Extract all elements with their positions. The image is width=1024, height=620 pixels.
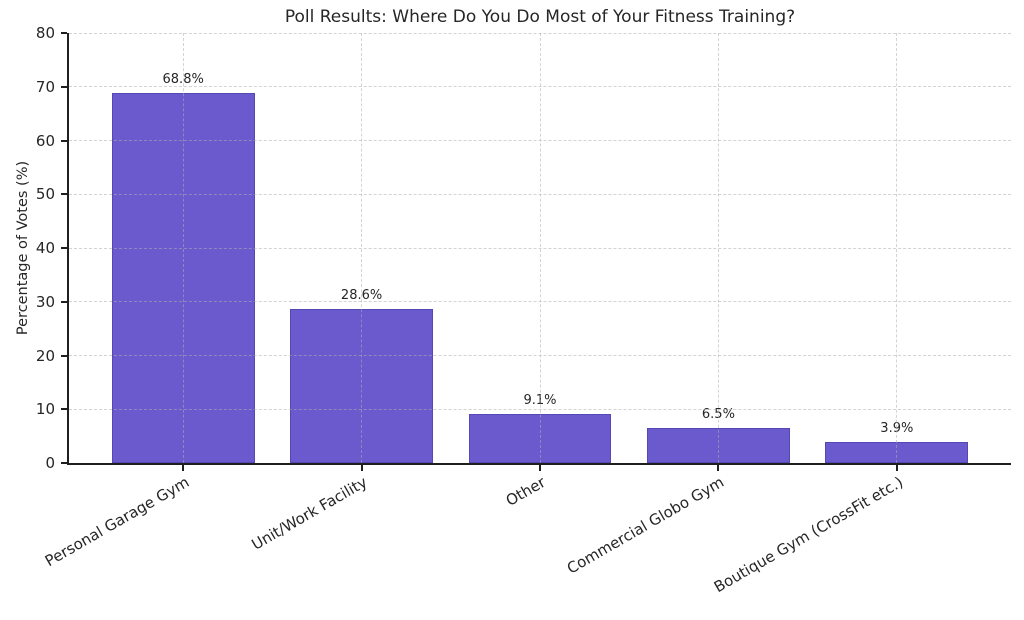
x-tick-label: Commercial Globo Gym xyxy=(564,473,728,578)
x-tick-label: Personal Garage Gym xyxy=(41,473,193,571)
x-tick-mark xyxy=(360,465,363,471)
y-tick-label: 70 xyxy=(35,77,55,96)
y-tick-label: 50 xyxy=(35,185,55,204)
y-tick-mark xyxy=(61,408,67,411)
plot-area: 68.8% 28.6% 9.1% 6.5% 3.9% 0 10 20 30 40 50 60 70 80… xyxy=(36,24,1011,596)
y-tick-label: 0 xyxy=(45,454,55,472)
y-tick-mark xyxy=(61,462,67,464)
y-tick-label: 40 xyxy=(35,239,55,257)
y-tick-mark xyxy=(61,139,67,142)
x-tick-mark xyxy=(539,465,541,471)
y-tick-mark xyxy=(61,85,67,88)
x-tick-label: Boutique Gym (CrossFit etc.) xyxy=(710,473,906,597)
y-tick-mark xyxy=(61,247,67,249)
axes-ticks-layer: 0 10 20 30 40 50 60 70 80 Personal Garage Gym Unit… xyxy=(36,24,1011,596)
y-tick-label: 80 xyxy=(35,24,55,42)
y-tick-mark xyxy=(61,300,67,303)
x-tick-mark xyxy=(717,465,720,471)
x-tick-label: Other xyxy=(503,473,549,510)
y-tick-mark xyxy=(61,354,67,357)
y-tick-label: 60 xyxy=(35,131,55,150)
y-tick-label: 20 xyxy=(35,346,55,365)
y-tick-mark xyxy=(61,32,67,34)
chart-title: Poll Results: Where Do You Do Most of Yo… xyxy=(284,7,796,27)
x-tick-mark xyxy=(895,465,898,471)
y-tick-label: 10 xyxy=(35,400,55,419)
y-tick-mark xyxy=(61,193,67,196)
x-tick-label: Unit/Work Facility xyxy=(248,473,371,554)
y-tick-label: 30 xyxy=(35,292,55,311)
x-tick-mark xyxy=(182,465,185,471)
